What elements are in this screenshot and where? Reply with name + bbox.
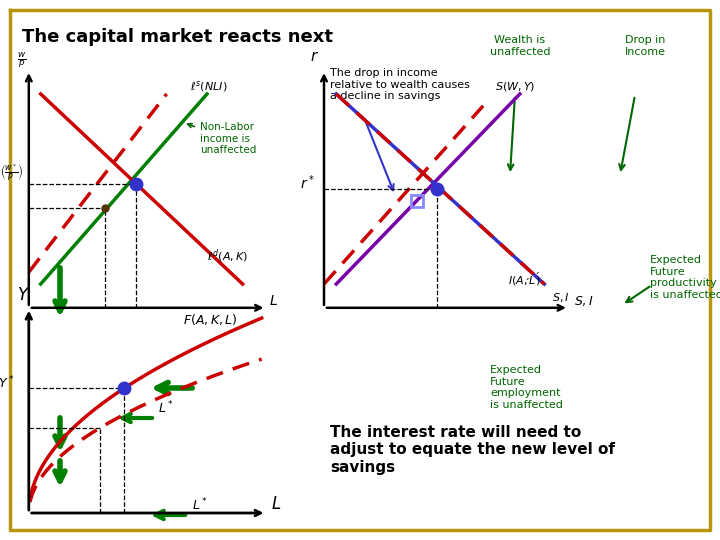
Text: $F(A,K,L)$: $F(A,K,L)$ <box>183 312 238 327</box>
Text: $\ell^s(NLI)$: $\ell^s(NLI)$ <box>190 78 228 93</box>
Text: $\frac{w}{p}$: $\frac{w}{p}$ <box>17 51 26 70</box>
Text: $\left(\frac{w^*}{p}\right)$: $\left(\frac{w^*}{p}\right)$ <box>0 163 24 184</box>
Text: $L^*$: $L^*$ <box>158 400 174 416</box>
Text: $S(W,Y)$: $S(W,Y)$ <box>495 80 536 93</box>
Text: $Y^*$: $Y^*$ <box>0 375 14 392</box>
Text: The interest rate will need to
adjust to equate the new level of
savings: The interest rate will need to adjust to… <box>330 425 615 475</box>
Text: $L^*$: $L^*$ <box>192 496 207 513</box>
Text: $Y$: $Y$ <box>17 286 30 303</box>
Text: $r$: $r$ <box>310 49 319 64</box>
Text: Non-Labor
income is
unaffected: Non-Labor income is unaffected <box>188 122 256 156</box>
Text: $I(A\',L\')$: $I(A\',L\')$ <box>508 270 540 287</box>
Text: $r^*$: $r^*$ <box>300 173 315 192</box>
Text: Drop in
Income: Drop in Income <box>624 36 665 57</box>
Text: The capital market reacts next: The capital market reacts next <box>22 28 333 46</box>
Text: $L$: $L$ <box>271 495 282 513</box>
Text: $L$: $L$ <box>269 294 278 308</box>
Text: Wealth is
unaffected: Wealth is unaffected <box>490 36 550 57</box>
Text: $\ell^d(A,K)$: $\ell^d(A,K)$ <box>207 247 248 265</box>
Text: Expected
Future
employment
is unaffected: Expected Future employment is unaffected <box>490 365 563 410</box>
Text: The drop in income
relative to wealth causes
a decline in savings: The drop in income relative to wealth ca… <box>330 68 470 101</box>
Text: Expected
Future
productivity
is unaffected: Expected Future productivity is unaffect… <box>650 255 720 300</box>
Text: $S,I$: $S,I$ <box>574 294 593 308</box>
Text: $S,I$: $S,I$ <box>552 291 570 303</box>
